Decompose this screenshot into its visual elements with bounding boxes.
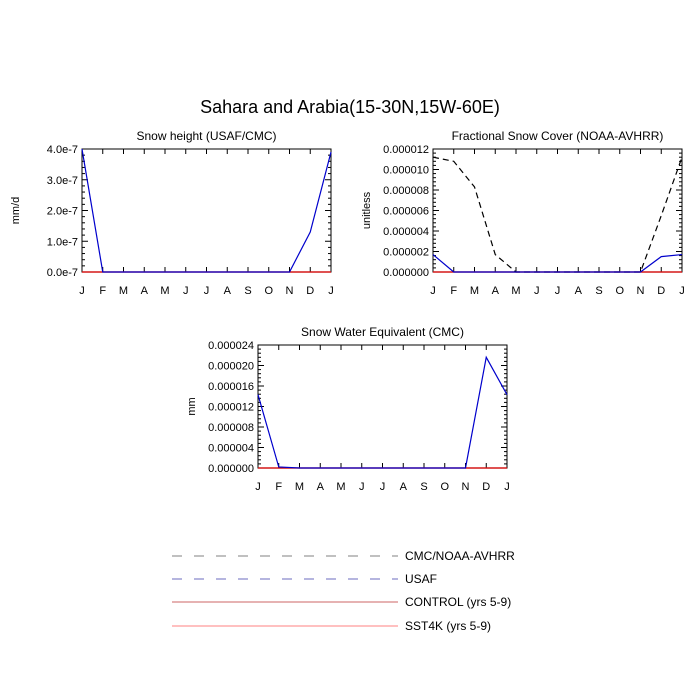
series-line-usaf [81, 148, 332, 273]
y-tick-label: 0.000004 [208, 443, 254, 455]
legend-item: CONTROL (yrs 5-9) [172, 595, 511, 609]
x-tick-label: N [286, 285, 294, 297]
x-tick-label: A [141, 285, 149, 297]
y-tick-label: 1.0e-7 [47, 236, 78, 248]
x-tick-label: A [317, 481, 325, 493]
y-tick-label: 4.0e-7 [47, 144, 78, 156]
x-tick-label: J [255, 481, 261, 493]
legend-label: CONTROL (yrs 5-9) [405, 595, 511, 609]
x-tick-label: J [79, 285, 85, 297]
x-tick-label: F [99, 285, 106, 297]
x-tick-label: D [482, 481, 490, 493]
x-tick-label: J [183, 285, 189, 297]
x-tick-label: M [511, 285, 520, 297]
series-line-usaf [432, 253, 683, 273]
y-tick-label: 0.000010 [383, 165, 429, 177]
y-tick-label: 0.000016 [208, 381, 254, 393]
y-tick-label: 0.000004 [383, 226, 429, 238]
x-tick-label: M [295, 481, 304, 493]
x-tick-label: J [204, 285, 210, 297]
plot-frame [432, 148, 683, 273]
y-tick-label: 0.000008 [383, 185, 429, 197]
x-tick-label: A [400, 481, 408, 493]
x-tick-label: O [615, 285, 624, 297]
x-tick-label: J [359, 481, 365, 493]
x-tick-label: J [504, 481, 510, 493]
y-axis-label: mm/d [10, 197, 22, 225]
legend-label: CMC/NOAA-AVHRR [405, 549, 515, 563]
x-tick-label: J [555, 285, 561, 297]
x-tick-label: O [440, 481, 449, 493]
x-tick-label: F [450, 285, 457, 297]
legend-label: USAF [405, 572, 437, 586]
plot-frame [81, 148, 332, 273]
x-tick-label: M [160, 285, 169, 297]
panel-title: Snow height (USAF/CMC) [136, 129, 276, 143]
x-tick-label: S [420, 481, 427, 493]
y-tick-label: 0.000006 [383, 206, 429, 218]
y-tick-label: 0.000008 [208, 422, 254, 434]
y-axis-label: unitless [361, 191, 373, 229]
x-tick-label: J [328, 285, 334, 297]
panels: Snow height (USAF/CMC) mm/d 0.0e-7 1.0e-7 2.… [10, 129, 685, 493]
series-line-usaf [257, 355, 508, 469]
legend-item: SST4K (yrs 5-9) [172, 619, 491, 633]
x-tick-label: M [119, 285, 128, 297]
y-tick-label: 3.0e-7 [47, 175, 78, 187]
y-tick-label: 0.000012 [383, 144, 429, 156]
x-tick-label: S [595, 285, 602, 297]
main-title: Sahara and Arabia(15-30N,15W-60E) [200, 97, 500, 117]
y-tick-label: 0.000024 [208, 340, 254, 352]
panel-2: Fractional Snow Cover (NOAA-AVHRR) unitle… [361, 129, 685, 297]
x-tick-label: D [657, 285, 665, 297]
x-tick-label: J [430, 285, 436, 297]
legend-label: SST4K (yrs 5-9) [405, 619, 491, 633]
legend-item: CMC/NOAA-AVHRR [172, 549, 515, 563]
x-tick-label: J [380, 481, 386, 493]
y-axis-label: mm [186, 397, 198, 415]
panel-title: Snow Water Equivalent (CMC) [301, 325, 464, 339]
y-tick-label: 0.0e-7 [47, 267, 78, 279]
y-tick-label: 0.000020 [208, 361, 254, 373]
y-tick-label: 0.000002 [383, 247, 429, 259]
x-tick-label: A [224, 285, 232, 297]
x-tick-label: D [306, 285, 314, 297]
x-tick-label: O [264, 285, 273, 297]
x-tick-label: M [470, 285, 479, 297]
x-tick-label: J [534, 285, 540, 297]
series-line-cmc-noaa-avhrr [432, 156, 683, 273]
y-tick-label: 0.000000 [208, 463, 254, 475]
x-tick-label: J [679, 285, 685, 297]
panel-3: Snow Water Equivalent (CMC) mm 0.000000 0.0… [186, 325, 510, 493]
x-tick-label: M [336, 481, 345, 493]
panel-title: Fractional Snow Cover (NOAA-AVHRR) [452, 129, 664, 143]
x-tick-label: A [492, 285, 500, 297]
panel-1: Snow height (USAF/CMC) mm/d 0.0e-7 1.0e-7 2.… [10, 129, 334, 297]
x-tick-label: F [275, 481, 282, 493]
y-tick-label: 0.000000 [383, 267, 429, 279]
y-tick-label: 0.000012 [208, 402, 254, 414]
x-tick-label: S [244, 285, 251, 297]
legend: CMC/NOAA-AVHRR USAF CONTROL (yrs 5-9) SST4K… [172, 549, 515, 633]
y-tick-label: 2.0e-7 [47, 206, 78, 218]
x-tick-label: A [575, 285, 583, 297]
plot-frame [257, 344, 508, 469]
x-tick-label: N [637, 285, 645, 297]
legend-item: USAF [172, 572, 437, 586]
x-tick-label: N [462, 481, 470, 493]
